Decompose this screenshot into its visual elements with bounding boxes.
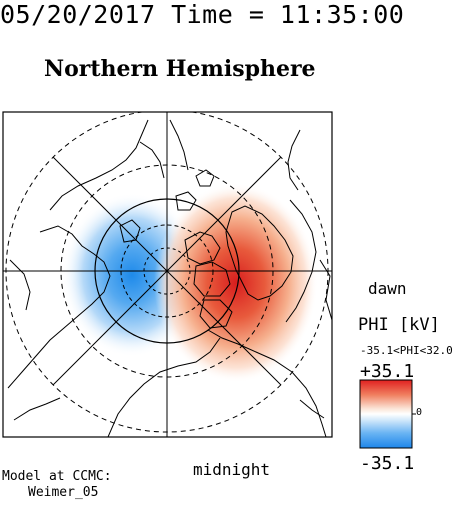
colorbar-title: PHI [kV]: [358, 315, 440, 335]
model-name: Weimer_05: [28, 485, 99, 500]
colorbar-zero-label: 0: [416, 407, 423, 418]
plot-frame: [2, 111, 333, 438]
colorbar-min-label: -35.1: [360, 453, 415, 474]
positive-potential-cell: [154, 183, 318, 383]
colorbar-max-label: +35.1: [360, 361, 415, 382]
midnight-label: midnight: [193, 460, 271, 479]
colorbar: [359, 379, 413, 449]
plot-title: Northern Hemisphere: [44, 56, 316, 82]
dawn-label: dawn: [368, 279, 407, 298]
timestamp: 05/20/2017 Time = 11:35:00: [0, 0, 405, 29]
coastlines: [7, 119, 332, 437]
latitude-grid: [3, 112, 332, 437]
model-label: Model at CCMC:: [2, 469, 112, 484]
colorbar-range: -35.1<PHI<32.0: [360, 344, 453, 357]
meridian-diagonal-2: [52, 156, 282, 386]
